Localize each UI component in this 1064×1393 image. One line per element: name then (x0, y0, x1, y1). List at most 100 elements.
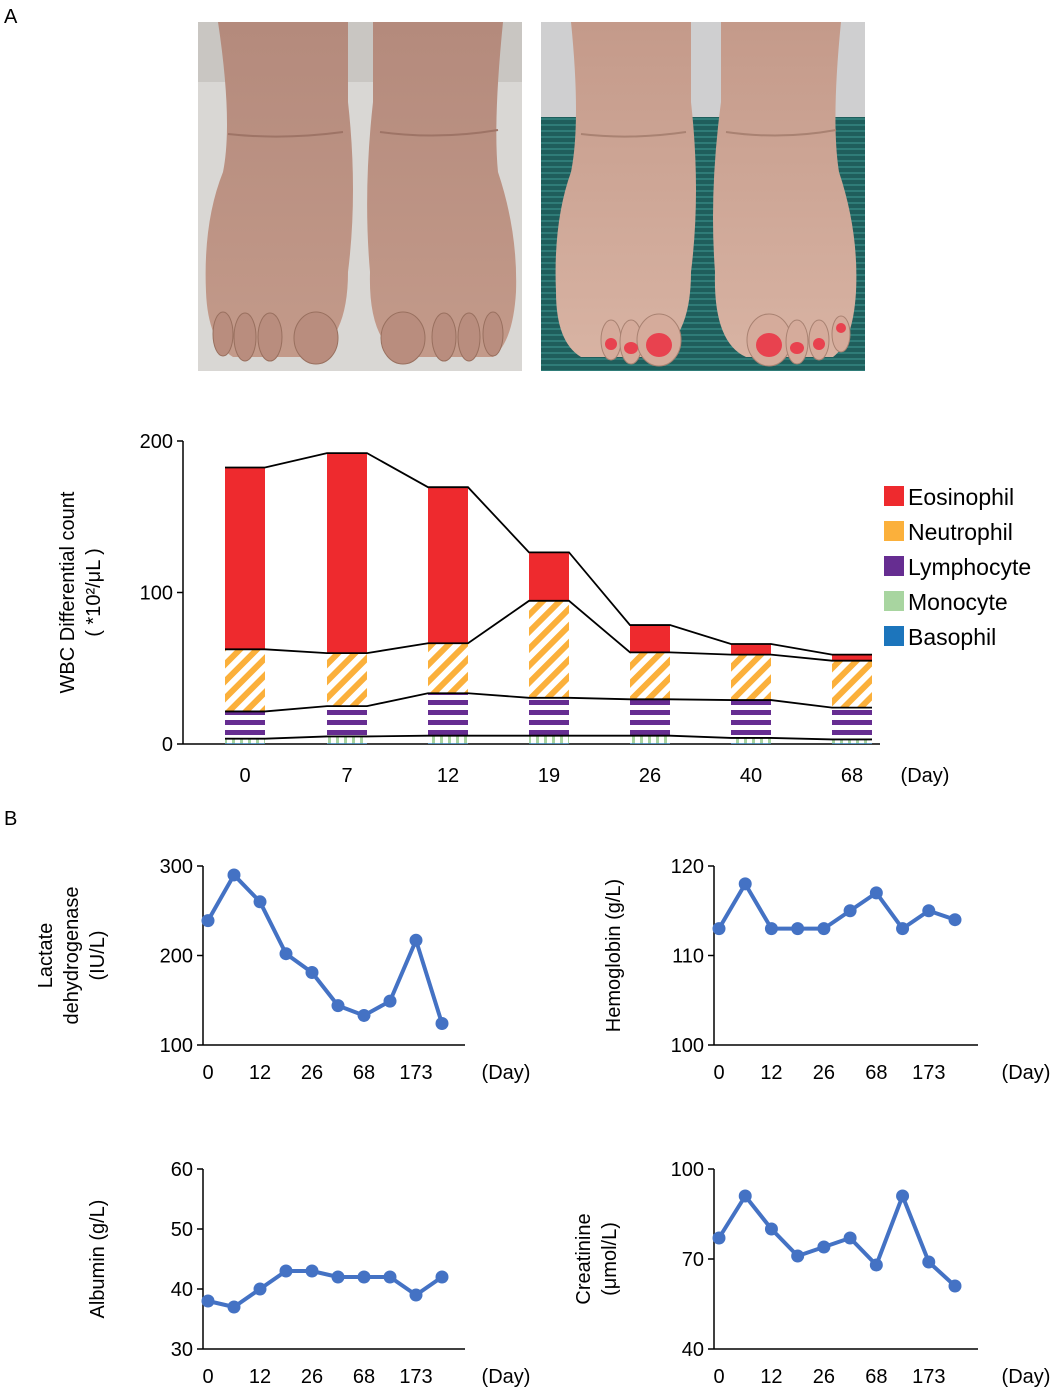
bar-basophil (428, 743, 468, 744)
legend-swatch-eosinophil (884, 486, 904, 506)
panel-label-a: A (4, 6, 18, 28)
y-tick-label: 100 (671, 1035, 704, 1057)
legend-label-neutrophil: Neutrophil (908, 519, 1013, 545)
feet-photo-after (541, 22, 865, 371)
x-tick-label: 7 (341, 765, 352, 787)
data-point (305, 966, 319, 980)
y-axis-label: Hemoglobin (g/L) (603, 879, 625, 1032)
y-tick-label: 110 (672, 946, 704, 968)
x-tick-label: 0 (239, 765, 250, 787)
bar-lymphocyte (630, 699, 670, 736)
bar-neutrophil (731, 654, 771, 701)
bar-eosinophil (832, 654, 872, 661)
x-tick-label: 68 (865, 1062, 887, 1084)
data-point (948, 913, 962, 927)
bar-eosinophil (428, 487, 468, 644)
x-tick-label: 19 (538, 765, 560, 787)
data-point (791, 1249, 805, 1263)
data-point (712, 1231, 726, 1245)
data-point (764, 1222, 778, 1236)
bar-neutrophil (529, 600, 569, 698)
legend-swatch-monocyte (884, 591, 904, 611)
x-tick-label: 173 (399, 1366, 432, 1388)
x-tick-label: 40 (740, 765, 762, 787)
legend-label-eosinophil: Eosinophil (908, 484, 1014, 510)
data-point (383, 1270, 397, 1284)
x-unit-label: (Day) (482, 1366, 531, 1388)
bar-neutrophil (327, 653, 367, 707)
wbc-differential-chart: 0 100 200 0 7 12 19 26 40 68 (Day) WBC Differential… (57, 431, 1031, 787)
data-point (764, 922, 778, 936)
bar-lymphocyte (327, 706, 367, 737)
connector-line-neutrophil (225, 599, 872, 662)
y-axis-label: (IU/L) (87, 931, 109, 981)
legend-label-basophil: Basophil (908, 624, 996, 650)
x-tick-label: 26 (813, 1366, 835, 1388)
x-unit-label: (Day) (482, 1062, 531, 1084)
bar-basophil (630, 743, 670, 744)
bar-neutrophil (225, 649, 265, 712)
bar-monocyte (630, 735, 670, 744)
bar-eosinophil (225, 467, 265, 650)
legend-label-monocyte: Monocyte (908, 589, 1008, 615)
bar-lymphocyte (731, 700, 771, 738)
data-point (738, 877, 752, 891)
bar-monocyte (731, 737, 771, 744)
y-axis-label: Creatinine (573, 1213, 595, 1304)
data-point (357, 1270, 371, 1284)
data-point (201, 1294, 215, 1308)
x-tick-label: 12 (437, 765, 459, 787)
x-tick-label: 26 (813, 1062, 835, 1084)
data-point (331, 1270, 345, 1284)
x-tick-label: 0 (202, 1062, 213, 1084)
bar-basophil (832, 743, 872, 744)
data-point (357, 1008, 371, 1022)
data-point (712, 922, 726, 936)
bar-monocyte (225, 738, 265, 744)
y-tick-label: 70 (682, 1249, 704, 1271)
bar-basophil (327, 743, 367, 744)
bar-lymphocyte (225, 711, 265, 739)
y-axis-label: WBC Differential count (57, 491, 79, 693)
x-tick-label: 173 (912, 1366, 945, 1388)
bar-eosinophil (731, 644, 771, 655)
y-tick-label: 40 (682, 1339, 704, 1361)
y-tick-label: 120 (671, 856, 704, 878)
connector-line-lymphocyte (225, 692, 872, 713)
bar-lymphocyte (529, 697, 569, 736)
y-tick-label: 50 (171, 1219, 193, 1241)
bar-basophil (731, 743, 771, 744)
data-point (253, 1282, 267, 1296)
data-point (227, 1300, 241, 1314)
bar-neutrophil (630, 652, 670, 700)
connector-line-eosinophil (225, 452, 872, 656)
bar-monocyte (832, 739, 872, 744)
y-axis-label: (μmol/L) (599, 1222, 621, 1296)
y-tick-label: 100 (671, 1159, 704, 1181)
data-point (922, 1255, 936, 1269)
data-point (383, 994, 397, 1008)
data-point (817, 922, 831, 936)
data-point (817, 1240, 831, 1254)
x-tick-label: 0 (713, 1366, 724, 1388)
y-tick-label: 100 (140, 583, 173, 605)
bar-monocyte (529, 735, 569, 744)
data-point (305, 1264, 319, 1278)
x-tick-label: 12 (760, 1062, 782, 1084)
data-point (896, 1189, 910, 1203)
data-point (843, 904, 857, 918)
bar-eosinophil (630, 625, 670, 653)
x-tick-label: 12 (760, 1366, 782, 1388)
y-axis-label: dehydrogenase (61, 887, 83, 1025)
x-tick-label: 68 (841, 765, 863, 787)
x-tick-label: 26 (301, 1366, 323, 1388)
y-tick-label: 30 (171, 1339, 193, 1361)
y-tick-label: 40 (171, 1279, 193, 1301)
bar-eosinophil (529, 552, 569, 601)
data-point (409, 933, 423, 947)
connector-line-monocyte (225, 734, 872, 741)
legend-swatch-neutrophil (884, 521, 904, 541)
y-tick-label: 200 (160, 946, 193, 968)
x-tick-label: 26 (639, 765, 661, 787)
